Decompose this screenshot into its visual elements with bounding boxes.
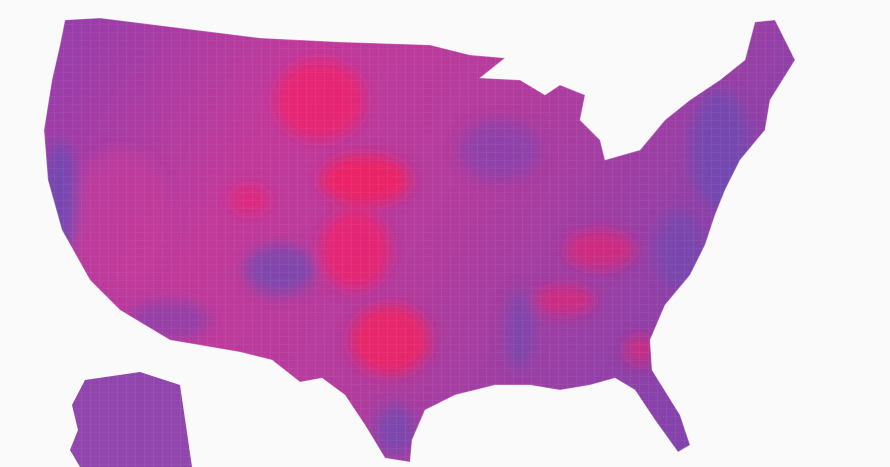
alaska-grid	[70, 372, 192, 467]
